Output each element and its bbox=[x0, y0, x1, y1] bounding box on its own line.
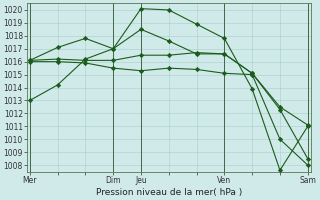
X-axis label: Pression niveau de la mer( hPa ): Pression niveau de la mer( hPa ) bbox=[96, 188, 242, 197]
